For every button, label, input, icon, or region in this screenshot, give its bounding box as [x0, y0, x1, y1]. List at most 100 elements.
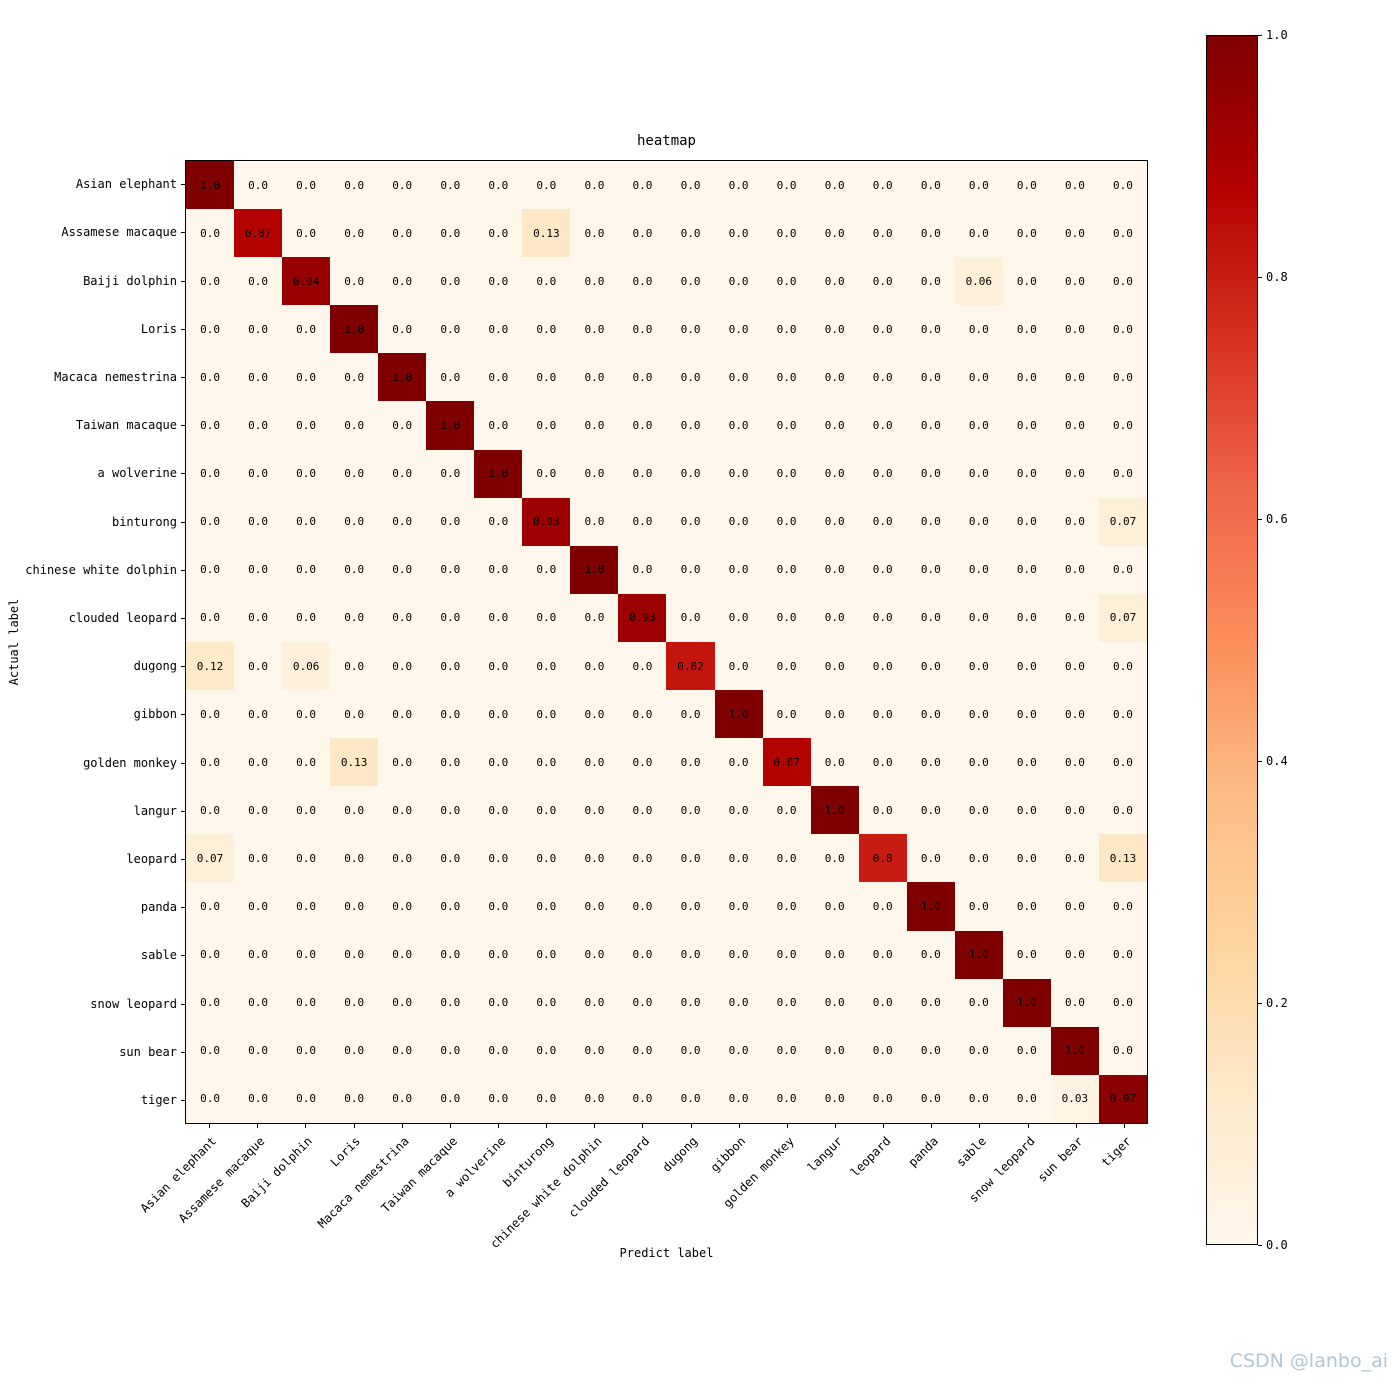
heatmap-cell: 0.0 [810, 401, 859, 450]
axis-tick [181, 473, 185, 475]
axis-tick [546, 1124, 548, 1128]
heatmap-cell: 0.0 [906, 449, 955, 498]
heatmap-cell: 0.0 [330, 593, 379, 642]
heatmap-cell: 0.0 [282, 978, 331, 1027]
x-axis-label: Predict label [619, 1246, 714, 1260]
heatmap-cell: 0.0 [234, 882, 283, 931]
heatmap-cell: 0.0 [714, 882, 763, 931]
heatmap-cell: 0.0 [762, 1074, 811, 1123]
heatmap-cell: 0.0 [906, 353, 955, 402]
heatmap-cell: 0.0 [762, 978, 811, 1027]
heatmap-cell: 0.0 [474, 641, 523, 691]
col-label: sable [953, 1134, 990, 1170]
heatmap-cell: 0.0 [522, 882, 571, 931]
heatmap-cell: 0.0 [1098, 1026, 1147, 1075]
heatmap-cell: 0.0 [906, 690, 955, 739]
heatmap-cell: 0.0 [426, 257, 475, 306]
col-label: langur [804, 1134, 845, 1175]
axis-tick [181, 1099, 185, 1101]
axis-tick [209, 1124, 211, 1128]
heatmap-cell: 0.0 [618, 1074, 667, 1123]
heatmap-cell: 0.0 [858, 449, 907, 498]
heatmap-cell: 0.0 [762, 209, 811, 258]
axis-tick [1075, 1124, 1077, 1128]
row-label: langur [133, 803, 177, 818]
heatmap-cell: 0.0 [1050, 449, 1099, 498]
heatmap-cell: 0.0 [570, 641, 619, 691]
heatmap-cell: 0.0 [618, 1026, 667, 1075]
heatmap-cell: 0.0 [810, 449, 859, 498]
heatmap-cell: 0.0 [474, 786, 523, 835]
heatmap-cell: 0.0 [858, 305, 907, 354]
heatmap-cell: 0.0 [330, 834, 379, 883]
axis-tick [181, 232, 185, 234]
axis-tick [979, 1124, 981, 1128]
heatmap-cell: 0.0 [234, 257, 283, 306]
heatmap-cell: 0.0 [666, 353, 715, 402]
heatmap-cell: 0.0 [714, 786, 763, 835]
heatmap-cell: 0.0 [1002, 786, 1051, 835]
heatmap-cell: 0.0 [810, 497, 859, 546]
heatmap-cell: 0.0 [714, 930, 763, 979]
heatmap-cell: 0.0 [762, 161, 811, 210]
heatmap-cell: 0.0 [666, 930, 715, 979]
heatmap-cell: 0.0 [522, 690, 571, 739]
heatmap-cell: 0.0 [282, 1074, 331, 1123]
heatmap-cell: 0.12 [186, 641, 235, 691]
heatmap-cell: 0.0 [762, 786, 811, 835]
heatmap-cell: 0.0 [522, 834, 571, 883]
axis-tick [1123, 1124, 1125, 1128]
heatmap-cell: 0.0 [666, 882, 715, 931]
heatmap-cell: 0.0 [954, 401, 1003, 450]
heatmap-cell: 0.13 [1098, 834, 1147, 883]
heatmap-cell: 0.0 [234, 1074, 283, 1123]
heatmap-cell: 0.0 [810, 161, 859, 210]
heatmap-cell: 0.0 [330, 641, 379, 691]
heatmap-cell: 0.0 [1098, 978, 1147, 1027]
heatmap-cell: 0.07 [186, 834, 235, 883]
heatmap-cell: 0.0 [618, 161, 667, 210]
heatmap-cell: 0.0 [858, 690, 907, 739]
axis-tick [594, 1124, 596, 1128]
heatmap-cell: 0.0 [906, 641, 955, 691]
heatmap-cell: 0.0 [474, 1026, 523, 1075]
heatmap-cell: 0.0 [474, 545, 523, 594]
heatmap-cell: 0.0 [1050, 690, 1099, 739]
heatmap-cell: 0.0 [1050, 593, 1099, 642]
heatmap-cell: 0.0 [186, 690, 235, 739]
axis-tick [1027, 1124, 1029, 1128]
heatmap-cell: 0.0 [954, 641, 1003, 691]
heatmap-cell: 0.0 [234, 161, 283, 210]
row-label: snow leopard [90, 996, 177, 1011]
heatmap-cell: 0.0 [474, 738, 523, 787]
heatmap-cell: 0.0 [426, 545, 475, 594]
heatmap-cell: 0.0 [522, 545, 571, 594]
heatmap-cell: 1.0 [570, 545, 619, 594]
heatmap-cell: 0.0 [810, 593, 859, 642]
heatmap-cell: 0.0 [426, 353, 475, 402]
heatmap-cell: 0.0 [474, 882, 523, 931]
axis-tick [181, 714, 185, 716]
heatmap-cell: 0.0 [762, 690, 811, 739]
axis-tick [181, 955, 185, 957]
heatmap-cell: 0.03 [1050, 1074, 1099, 1123]
colorbar-tick-label: 1.0 [1266, 28, 1288, 42]
heatmap-cell: 0.0 [570, 930, 619, 979]
heatmap-cell: 0.0 [858, 497, 907, 546]
heatmap-cell: 0.0 [234, 305, 283, 354]
heatmap-cell: 0.0 [426, 641, 475, 691]
heatmap-cell: 0.0 [618, 738, 667, 787]
heatmap-grid: 1.0 0.0 0.0 0.0 0.0 0.0 0.0 0.0 0.0 0.0 0.0 0.0 0.0 0… [185, 160, 1148, 1124]
axis-tick [642, 1124, 644, 1128]
heatmap-cell: 0.0 [762, 257, 811, 306]
heatmap-cell: 0.0 [426, 930, 475, 979]
heatmap-cell: 0.0 [570, 401, 619, 450]
heatmap-cell: 0.0 [186, 257, 235, 306]
axis-tick [401, 1124, 403, 1128]
heatmap-cell: 0.0 [954, 1074, 1003, 1123]
row-label: Baiji dolphin [83, 273, 177, 288]
heatmap-cell: 0.0 [618, 545, 667, 594]
heatmap-cell: 0.0 [906, 545, 955, 594]
heatmap-cell: 0.0 [234, 641, 283, 691]
